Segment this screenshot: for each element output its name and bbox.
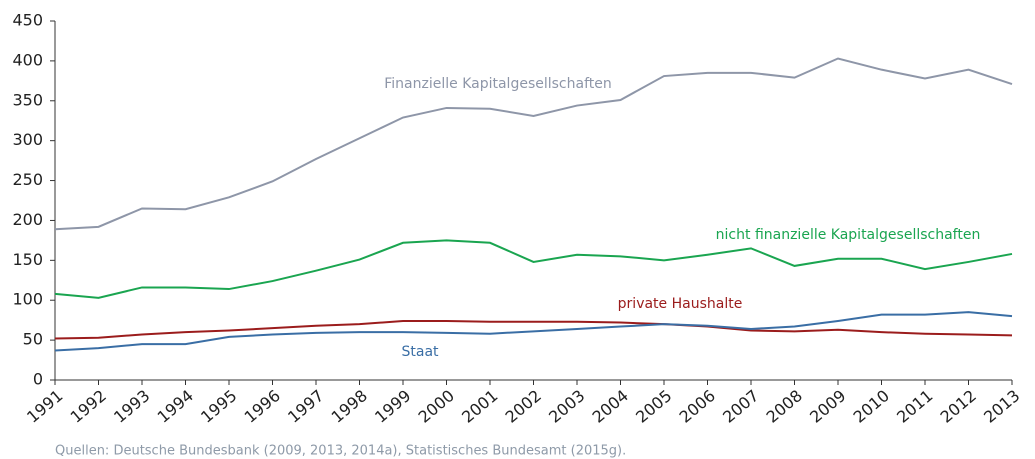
series-label: private Haushalte [618, 296, 743, 312]
y-tick-label: 250 [12, 170, 43, 189]
series-line [54, 311, 1013, 352]
y-tick-label: 300 [12, 130, 43, 149]
x-tick-label: 1992 [67, 386, 110, 427]
y-tick-label: 150 [12, 250, 43, 269]
x-tick-label: 2013 [980, 386, 1023, 427]
y-tick-label: 200 [12, 210, 43, 229]
x-tick-label: 1997 [284, 386, 327, 427]
x-tick-label: 2006 [676, 386, 719, 427]
y-tick-label: 450 [12, 11, 43, 30]
y-tick-label: 100 [12, 290, 43, 309]
series-line [54, 319, 1013, 340]
x-tick-label: 2012 [937, 386, 980, 427]
source-note: Quellen: Deutsche Bundesbank (2009, 2013… [55, 444, 626, 459]
series-label: nicht finanzielle Kapitalgesellschaften [716, 227, 981, 243]
x-tick-label: 1991 [23, 386, 66, 427]
x-tick-label: 1996 [241, 386, 284, 427]
series-label: Staat [401, 344, 439, 360]
x-tick-label: 1998 [328, 386, 371, 427]
x-tick-label: 2003 [545, 386, 588, 427]
series-label: Finanzielle Kapitalgesellschaften [384, 76, 611, 92]
x-tick-label: 2005 [632, 386, 675, 427]
x-tick-label: 1994 [154, 386, 197, 427]
y-tick-label: 350 [12, 90, 43, 109]
x-tick-label: 2001 [458, 386, 501, 427]
series-line [54, 239, 1013, 299]
x-tick-label: 2004 [589, 386, 632, 427]
x-tick-label: 2002 [502, 386, 545, 427]
x-tick-label: 2009 [806, 386, 849, 427]
x-tick-label: 2010 [850, 386, 893, 427]
y-tick-label: 400 [12, 50, 43, 69]
x-tick-label: 1995 [197, 386, 240, 427]
x-tick-label: 2011 [893, 386, 936, 427]
y-tick-label: 0 [33, 370, 43, 389]
y-tick-label: 50 [23, 330, 43, 349]
x-tick-label: 2008 [763, 386, 806, 427]
series-line [54, 57, 1013, 231]
x-tick-label: 1993 [110, 386, 153, 427]
x-tick-label: 2000 [415, 386, 458, 427]
x-tick-label: 2007 [719, 386, 762, 427]
x-tick-label: 1999 [371, 386, 414, 427]
